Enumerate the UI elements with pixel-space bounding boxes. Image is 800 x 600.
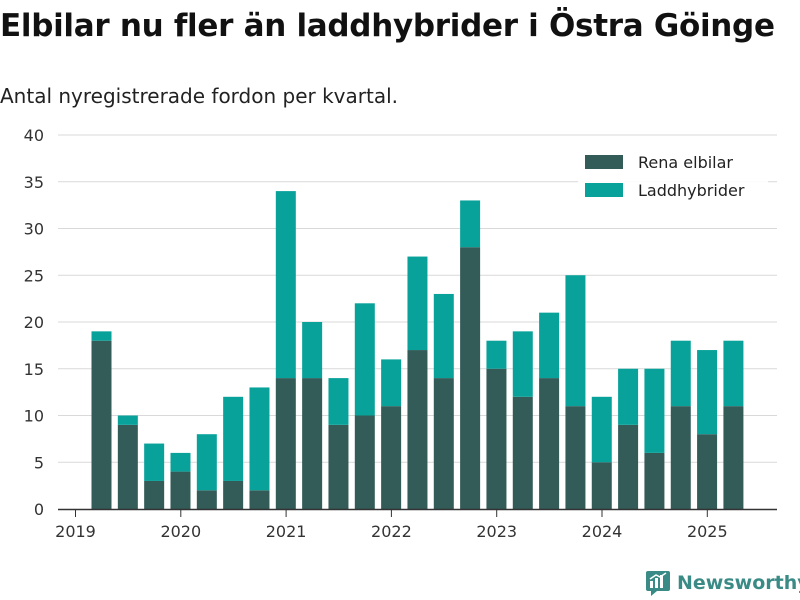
newsworthy-logo-icon — [646, 571, 670, 596]
legend: Rena elbilar Laddhybrider — [578, 146, 768, 208]
bar-laddhybrider — [644, 368, 665, 453]
bar-rena-elbilar — [354, 415, 375, 509]
newsworthy-logo: Newsworthy — [645, 569, 800, 597]
y-tick-label: 20 — [24, 313, 44, 332]
bar-laddhybrider — [381, 359, 402, 407]
y-tick-label: 10 — [24, 407, 44, 426]
bar-rena-elbilar — [591, 462, 612, 509]
bar-laddhybrider — [302, 322, 323, 379]
chart-subtitle: Antal nyregistrerade fordon per kvartal. — [0, 84, 399, 108]
y-tick-label: 15 — [24, 360, 44, 379]
x-tick-label: 2022 — [371, 522, 412, 541]
bar-rena-elbilar — [618, 424, 639, 509]
legend-swatch — [585, 183, 623, 197]
bar-rena-elbilar — [223, 480, 244, 509]
bars — [91, 191, 744, 509]
x-tick-label: 2020 — [160, 522, 201, 541]
bar-laddhybrider — [512, 331, 533, 397]
bar-rena-elbilar — [302, 378, 323, 509]
x-tick-label: 2021 — [266, 522, 307, 541]
bar-laddhybrider — [539, 312, 560, 379]
y-tick-label: 5 — [34, 453, 44, 472]
bar-laddhybrider — [723, 340, 744, 407]
bar-laddhybrider — [460, 200, 481, 248]
bar-rena-elbilar — [723, 406, 744, 509]
bar-rena-elbilar — [117, 424, 138, 509]
bar-rena-elbilar — [196, 490, 217, 509]
bar-rena-elbilar — [381, 406, 402, 509]
bar-rena-elbilar — [460, 247, 481, 509]
bar-laddhybrider — [407, 256, 428, 351]
bar-rena-elbilar — [170, 471, 191, 509]
bar-laddhybrider — [249, 387, 270, 491]
x-tick-label: 2019 — [55, 522, 96, 541]
bar-laddhybrider — [144, 443, 165, 481]
legend-swatch — [585, 155, 623, 169]
brand-name: Newsworthy — [677, 572, 800, 594]
y-tick-label: 0 — [34, 500, 44, 519]
bar-rena-elbilar — [275, 378, 296, 509]
x-axis: 2019 2020 2021 2022 2023 2024 2025 — [55, 508, 777, 541]
bar-laddhybrider — [433, 293, 454, 379]
bar-rena-elbilar — [328, 424, 349, 509]
bar-rena-elbilar — [433, 378, 454, 509]
y-tick-label: 40 — [24, 126, 44, 145]
bar-laddhybrider — [486, 340, 507, 369]
y-axis-ticks: 0 5 10 15 20 25 30 35 40 — [24, 126, 44, 519]
bar-laddhybrider — [91, 331, 112, 341]
y-tick-label: 30 — [24, 220, 44, 239]
bar-laddhybrider — [591, 396, 612, 463]
x-tick-label: 2023 — [476, 522, 517, 541]
bar-rena-elbilar — [486, 368, 507, 509]
bar-laddhybrider — [170, 452, 191, 472]
bar-rena-elbilar — [644, 452, 665, 509]
bar-rena-elbilar — [249, 490, 270, 509]
bar-rena-elbilar — [697, 434, 718, 509]
bar-rena-elbilar — [512, 396, 533, 509]
bar-rena-elbilar — [407, 350, 428, 509]
bar-laddhybrider — [328, 378, 349, 425]
bar-laddhybrider — [117, 415, 138, 425]
bar-laddhybrider — [223, 396, 244, 481]
bar-rena-elbilar — [670, 406, 691, 509]
legend-label: Laddhybrider — [638, 181, 745, 200]
chart-title: Elbilar nu fler än laddhybrider i Östra … — [0, 8, 775, 44]
x-tick-label: 2025 — [687, 522, 728, 541]
bar-laddhybrider — [275, 191, 296, 379]
bar-laddhybrider — [196, 434, 217, 491]
bar-laddhybrider — [565, 275, 586, 407]
y-tick-label: 25 — [24, 266, 44, 285]
bar-rena-elbilar — [539, 378, 560, 509]
y-tick-label: 35 — [24, 173, 44, 192]
bar-rena-elbilar — [144, 480, 165, 509]
bar-laddhybrider — [354, 303, 375, 416]
x-tick-label: 2024 — [582, 522, 623, 541]
bar-laddhybrider — [618, 368, 639, 425]
bar-laddhybrider — [670, 340, 691, 407]
legend-label: Rena elbilar — [638, 153, 733, 172]
bar-rena-elbilar — [565, 406, 586, 509]
bar-laddhybrider — [697, 350, 718, 435]
bar-rena-elbilar — [91, 340, 112, 509]
